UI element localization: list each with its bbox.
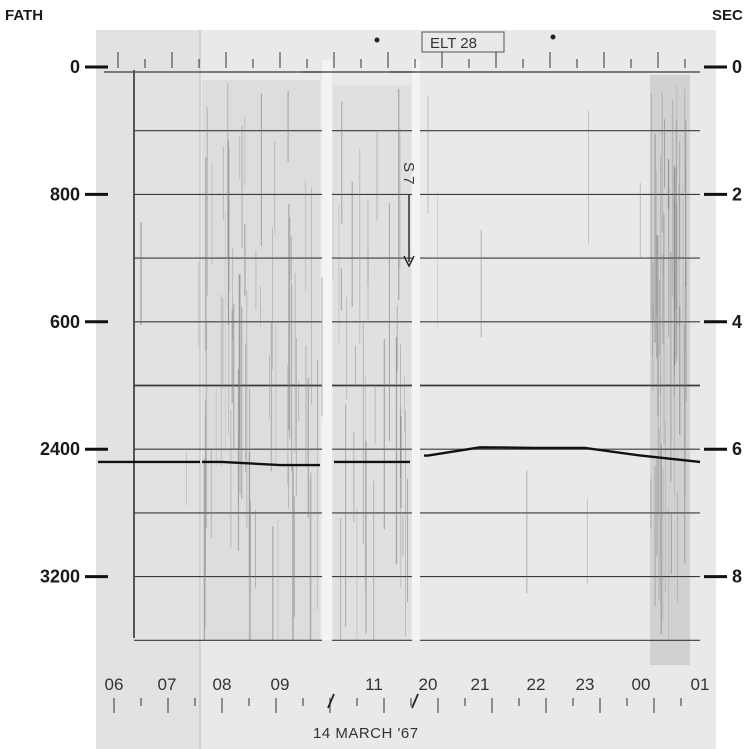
record-panel-left (96, 30, 200, 749)
elt-label: ELT 28 (430, 35, 477, 52)
hour-label: 22 (527, 675, 546, 694)
vertical-noise-streaks (140, 83, 687, 640)
elt-label-box (421, 31, 505, 53)
site-marker-arrowhead (403, 255, 415, 268)
hour-label: 00 (632, 675, 651, 694)
date-label: 14 MARCH '67 (313, 725, 419, 742)
left-tick-label: 0 (70, 57, 80, 77)
right-tick-label: 0 (732, 57, 742, 77)
seafloor-segment-1 (202, 460, 320, 467)
right-tick-label: 4 (732, 312, 742, 332)
record-gap-2 (412, 60, 420, 640)
bottom-time-scale: 06 07 08 09 11 20 21 22 23 00 01 (105, 675, 710, 713)
right-tick-label: 6 (732, 439, 742, 459)
top-tick-row (117, 52, 686, 68)
hour-label: 01 (691, 675, 710, 694)
left-tick-label: 2400 (40, 439, 80, 459)
break-mark (411, 693, 419, 709)
left-axis-ticks: 0 800 600 2400 3200 (40, 57, 108, 587)
site-marker-label: S 7 (400, 162, 417, 185)
left-axis-title: FATH (5, 7, 43, 24)
top-dot-right (550, 34, 556, 40)
right-axis-ticks: 0 2 4 6 8 (704, 57, 742, 587)
hour-label: 20 (419, 675, 438, 694)
hour-label: 09 (271, 675, 290, 694)
noise-patch-08-09 (202, 80, 320, 640)
right-tick-label: 2 (732, 184, 742, 204)
record-gap-1 (322, 60, 332, 640)
hour-label: 06 (105, 675, 124, 694)
seafloor-reflector (98, 446, 701, 467)
hour-label: 11 (365, 675, 383, 694)
noise-patch-00 (650, 75, 690, 665)
hour-label: 21 (471, 675, 490, 694)
hour-label: 07 (158, 675, 177, 694)
hour-label: 08 (213, 675, 232, 694)
right-axis-title: SEC (712, 7, 743, 24)
hour-label: 23 (576, 675, 595, 694)
top-dot-left (374, 37, 380, 43)
left-tick-label: 800 (50, 184, 80, 204)
left-tick-label: 600 (50, 312, 80, 332)
seafloor-segment-3 (424, 446, 701, 464)
right-tick-label: 8 (732, 567, 742, 587)
left-tick-label: 3200 (40, 567, 80, 587)
break-mark (327, 693, 335, 709)
